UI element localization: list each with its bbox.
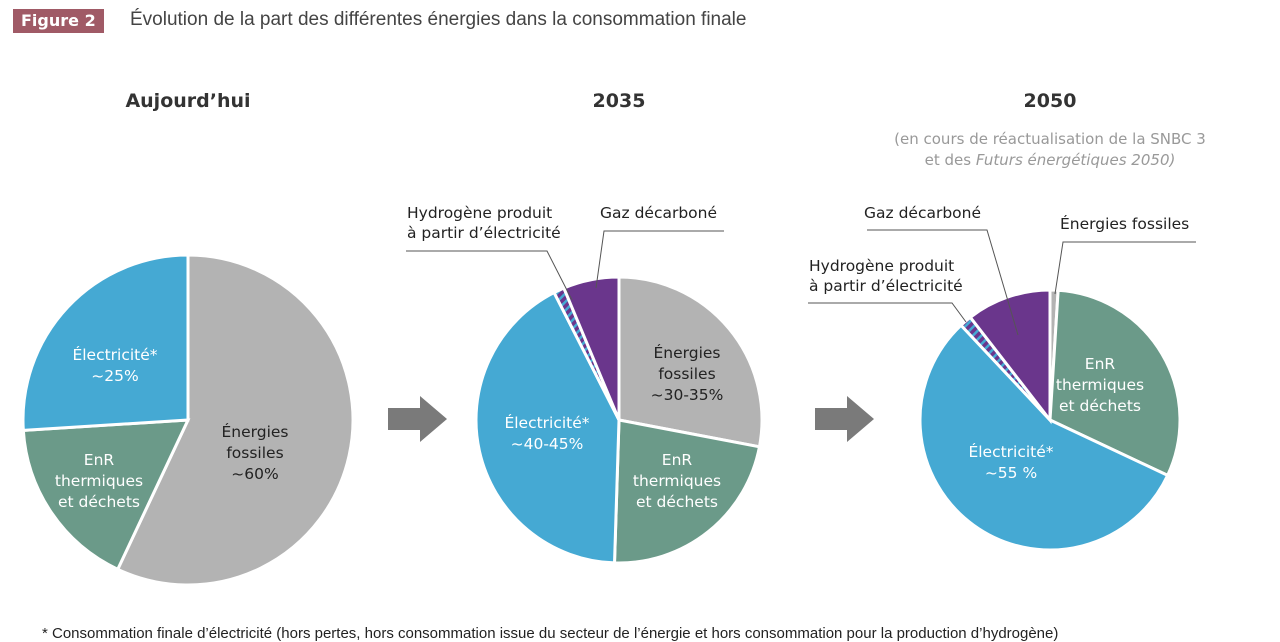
leader-line [808, 302, 967, 323]
pie-slice [617, 275, 764, 449]
slice-label: Énergies fossiles ~60% [221, 423, 289, 483]
arrow-icon [388, 396, 447, 442]
leader-line [595, 230, 724, 289]
note-italic: Futurs énergétiques 2050) [975, 151, 1176, 169]
pie-slice [474, 290, 621, 565]
arrow-icon [815, 396, 874, 442]
slice-label: Électricité* ~40-45% [504, 414, 590, 453]
leader-line [867, 229, 1019, 336]
note-line-2: et des Futurs énergétiques 2050) [850, 150, 1250, 171]
slice-label: Électricité* ~55 % [968, 443, 1054, 482]
slice-label: EnR thermiques et déchets [1055, 355, 1145, 415]
slice-label: Gaz décarboné [864, 204, 982, 222]
pie-slice [968, 288, 1052, 425]
pie-slice [612, 418, 762, 565]
slice-label: Énergies fossiles [1060, 215, 1190, 233]
note-prefix: et des [924, 151, 976, 169]
slice-label: EnR thermiques et déchets [632, 451, 722, 511]
figure-title: Évolution de la part des différentes éne… [130, 9, 747, 30]
pie-slice [1048, 288, 1182, 478]
leader-line [1054, 241, 1196, 295]
figure-badge: Figure 2 [13, 9, 104, 33]
leader-line [406, 250, 573, 301]
pie-slice [561, 275, 621, 421]
pie-title-2035: 2035 [592, 90, 646, 112]
pie-note-2050: (en cours de réactualisation de la SNBC … [850, 129, 1250, 171]
pie-slice [21, 253, 190, 432]
note-line-1: (en cours de réactualisation de la SNBC … [894, 130, 1206, 148]
pie-title-today: Aujourd’hui [125, 90, 251, 112]
pie-slice [115, 253, 355, 587]
pie-title-2050: 2050 [1023, 90, 1077, 112]
pie-slice [918, 323, 1170, 552]
slice-label: Hydrogène produit à partir d’électricité [809, 257, 963, 295]
pie-slice [21, 418, 191, 572]
slice-label: Énergies fossiles ~30-35% [650, 344, 724, 404]
slice-label: EnR thermiques et déchets [54, 451, 144, 511]
slice-label: Hydrogène produit à partir d’électricité [407, 204, 561, 242]
footnote: * Consommation finale d’électricité (hor… [42, 625, 1059, 642]
slice-label: Gaz décarboné [600, 204, 718, 222]
slice-label: Électricité* ~25% [72, 346, 158, 385]
